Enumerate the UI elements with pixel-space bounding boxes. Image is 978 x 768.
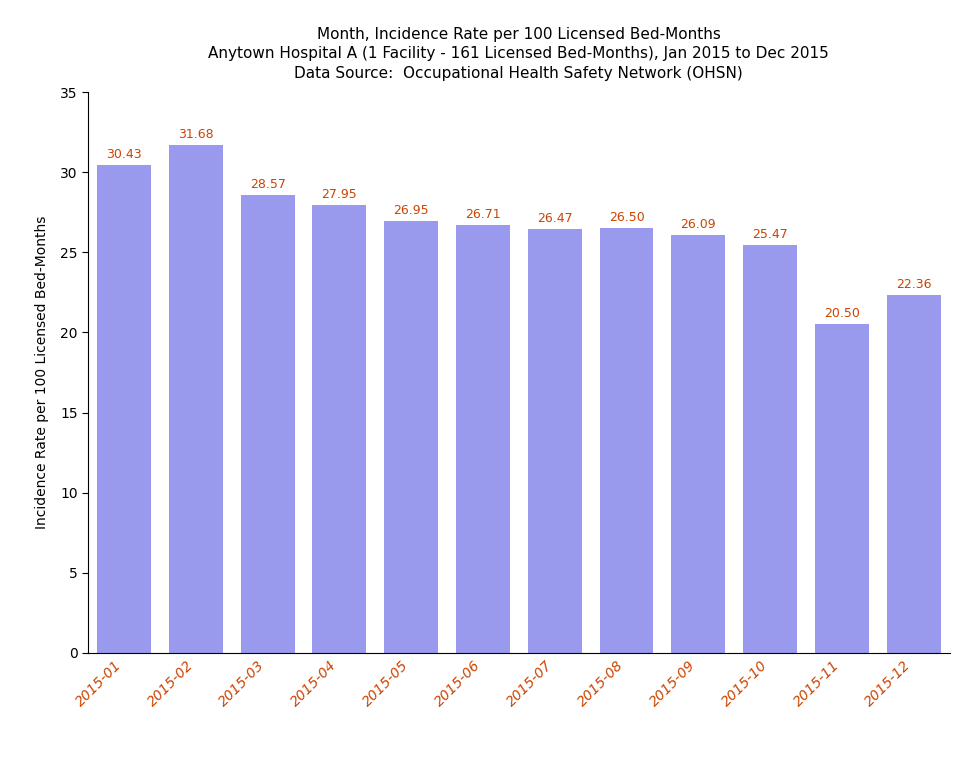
Text: 26.09: 26.09 <box>680 218 716 231</box>
Text: 30.43: 30.43 <box>106 148 142 161</box>
Text: 28.57: 28.57 <box>249 178 286 191</box>
Bar <box>168 145 222 653</box>
Text: 25.47: 25.47 <box>751 228 787 241</box>
Bar <box>456 225 510 653</box>
Bar <box>814 324 868 653</box>
Bar <box>671 235 725 653</box>
Bar <box>527 229 581 653</box>
Text: 26.71: 26.71 <box>465 208 501 221</box>
Bar <box>312 205 366 653</box>
Text: 31.68: 31.68 <box>178 128 213 141</box>
Text: 26.95: 26.95 <box>393 204 428 217</box>
Bar <box>742 245 796 653</box>
Text: 26.50: 26.50 <box>608 211 644 224</box>
Text: 20.50: 20.50 <box>823 307 859 320</box>
Bar <box>97 165 151 653</box>
Y-axis label: Incidence Rate per 100 Licensed Bed-Months: Incidence Rate per 100 Licensed Bed-Mont… <box>35 216 49 529</box>
Bar <box>599 228 653 653</box>
Text: 27.95: 27.95 <box>321 188 357 201</box>
Bar <box>886 295 940 653</box>
Text: 22.36: 22.36 <box>895 277 930 290</box>
Bar <box>241 195 294 653</box>
Title: Month, Incidence Rate per 100 Licensed Bed-Months
Anytown Hospital A (1 Facility: Month, Incidence Rate per 100 Licensed B… <box>208 27 828 81</box>
Bar <box>383 221 437 653</box>
Text: 26.47: 26.47 <box>536 212 572 225</box>
